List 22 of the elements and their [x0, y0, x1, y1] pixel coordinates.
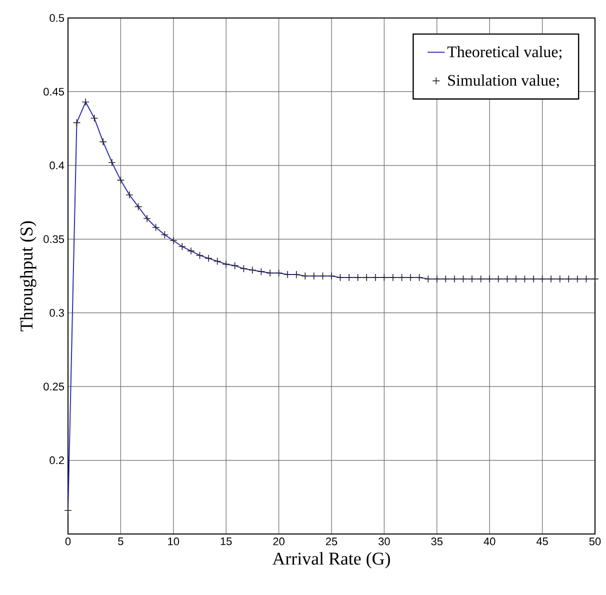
x-tick-label: 0	[65, 538, 71, 546]
y-tick-label: 0.3	[50, 308, 64, 317]
y-tick-label: 0.4	[50, 162, 64, 170]
y-axis-title: Throughput (S)	[20, 221, 36, 332]
x-tick-label: 50	[589, 538, 601, 546]
y-tick-label: 0.45	[44, 88, 64, 96]
x-tick-label: 10	[168, 538, 180, 546]
x-tick-label: 5	[118, 538, 124, 546]
x-tick-label: 35	[431, 538, 443, 546]
x-tick-label: 20	[273, 538, 284, 546]
y-tick-label: 0.25	[44, 382, 64, 390]
x-tick-label: 30	[378, 538, 390, 546]
y-tick-label: 0.5	[50, 14, 64, 22]
x-tick-label: 40	[484, 538, 496, 546]
y-tick-label: 0.2	[50, 456, 64, 464]
x-tick-label: 15	[220, 538, 232, 546]
legend-label: Theoretical value;	[447, 46, 562, 60]
legend-label: Simulation value;	[448, 74, 559, 88]
y-tick-label: 0.35	[44, 235, 64, 244]
x-tick-label: 25	[326, 538, 338, 546]
x-tick-label: 45	[536, 538, 548, 546]
x-axis-title: Arrival Rate (G)	[272, 552, 390, 568]
